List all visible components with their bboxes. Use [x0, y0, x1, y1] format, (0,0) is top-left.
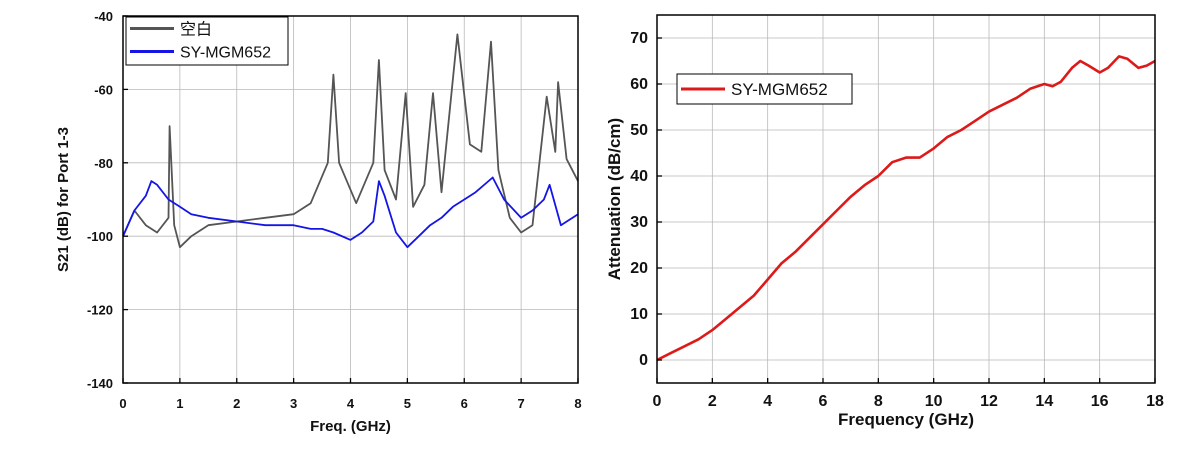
- y-tick-label: 0: [639, 352, 648, 369]
- series-line-1: [656, 55, 1156, 362]
- legend: SY-MGM652: [676, 73, 853, 105]
- plot-frame: [656, 14, 1156, 384]
- x-tick-label: 14: [1035, 393, 1053, 410]
- legend: 空白 SY-MGM652: [125, 16, 289, 66]
- series-line-1: [122, 33, 579, 249]
- y-tick-label: 40: [630, 168, 648, 185]
- x-tick-label: 4: [763, 393, 772, 410]
- x-tick-label: 6: [819, 393, 828, 410]
- y-tick-label: -140: [87, 376, 113, 391]
- y-axis-label: Attenuation (dB/cm): [605, 118, 624, 280]
- legend-label: 空白: [180, 21, 212, 39]
- x-tick-label: 10: [925, 393, 943, 410]
- y-tick-label: 60: [630, 76, 648, 93]
- x-tick-label: 8: [574, 396, 581, 411]
- x-tick-label: 8: [874, 393, 883, 410]
- x-tick-label: 16: [1091, 393, 1109, 410]
- x-tick-label: 18: [1146, 393, 1164, 410]
- y-tick-label: 20: [630, 260, 648, 277]
- y-tick-label: 50: [630, 122, 648, 139]
- x-tick-label: 2: [708, 393, 717, 410]
- x-tick-label: 3: [290, 396, 297, 411]
- y-tick-label: -120: [87, 303, 113, 318]
- x-axis-label: Frequency (GHz): [838, 410, 974, 429]
- x-tick-label: 0: [119, 396, 126, 411]
- x-tick-label: 1: [176, 396, 183, 411]
- x-tick-label: 4: [347, 396, 355, 411]
- legend-box: [125, 16, 289, 66]
- y-tick-label: -80: [94, 156, 113, 171]
- x-tick-label: 7: [518, 396, 525, 411]
- y-tick-label: 70: [630, 30, 648, 47]
- x-tick-label: 5: [404, 396, 411, 411]
- y-tick-label: -100: [87, 229, 113, 244]
- chart-1: 0 1 2 3 4 5 6 7 8 -140 -120 -100 -80 -60 -40 Freq. (GHz…: [55, 9, 582, 435]
- grid: [122, 15, 579, 384]
- x-tick-label: 2: [233, 396, 240, 411]
- grid: [656, 15, 1156, 383]
- y-tick-label: -60: [94, 82, 113, 97]
- legend-label: SY-MGM652: [731, 80, 828, 99]
- y-tick-label: 30: [630, 214, 648, 231]
- series-line-2: [122, 176, 579, 249]
- y-tick-label: -40: [94, 9, 113, 24]
- x-axis-label: Freq. (GHz): [310, 418, 391, 435]
- y-axis-label: S21 (dB) for Port 1-3: [55, 127, 72, 272]
- x-tick-label: 0: [653, 393, 662, 410]
- y-tick-label: 10: [630, 306, 648, 323]
- x-tick-label: 12: [980, 393, 998, 410]
- legend-label: SY-MGM652: [180, 45, 271, 62]
- x-tick-label: 6: [461, 396, 468, 411]
- chart-2: 0 2 4 6 8 10 12 14 16 18 0 10 20 30 40 50 60 70 Frequency …: [605, 14, 1164, 429]
